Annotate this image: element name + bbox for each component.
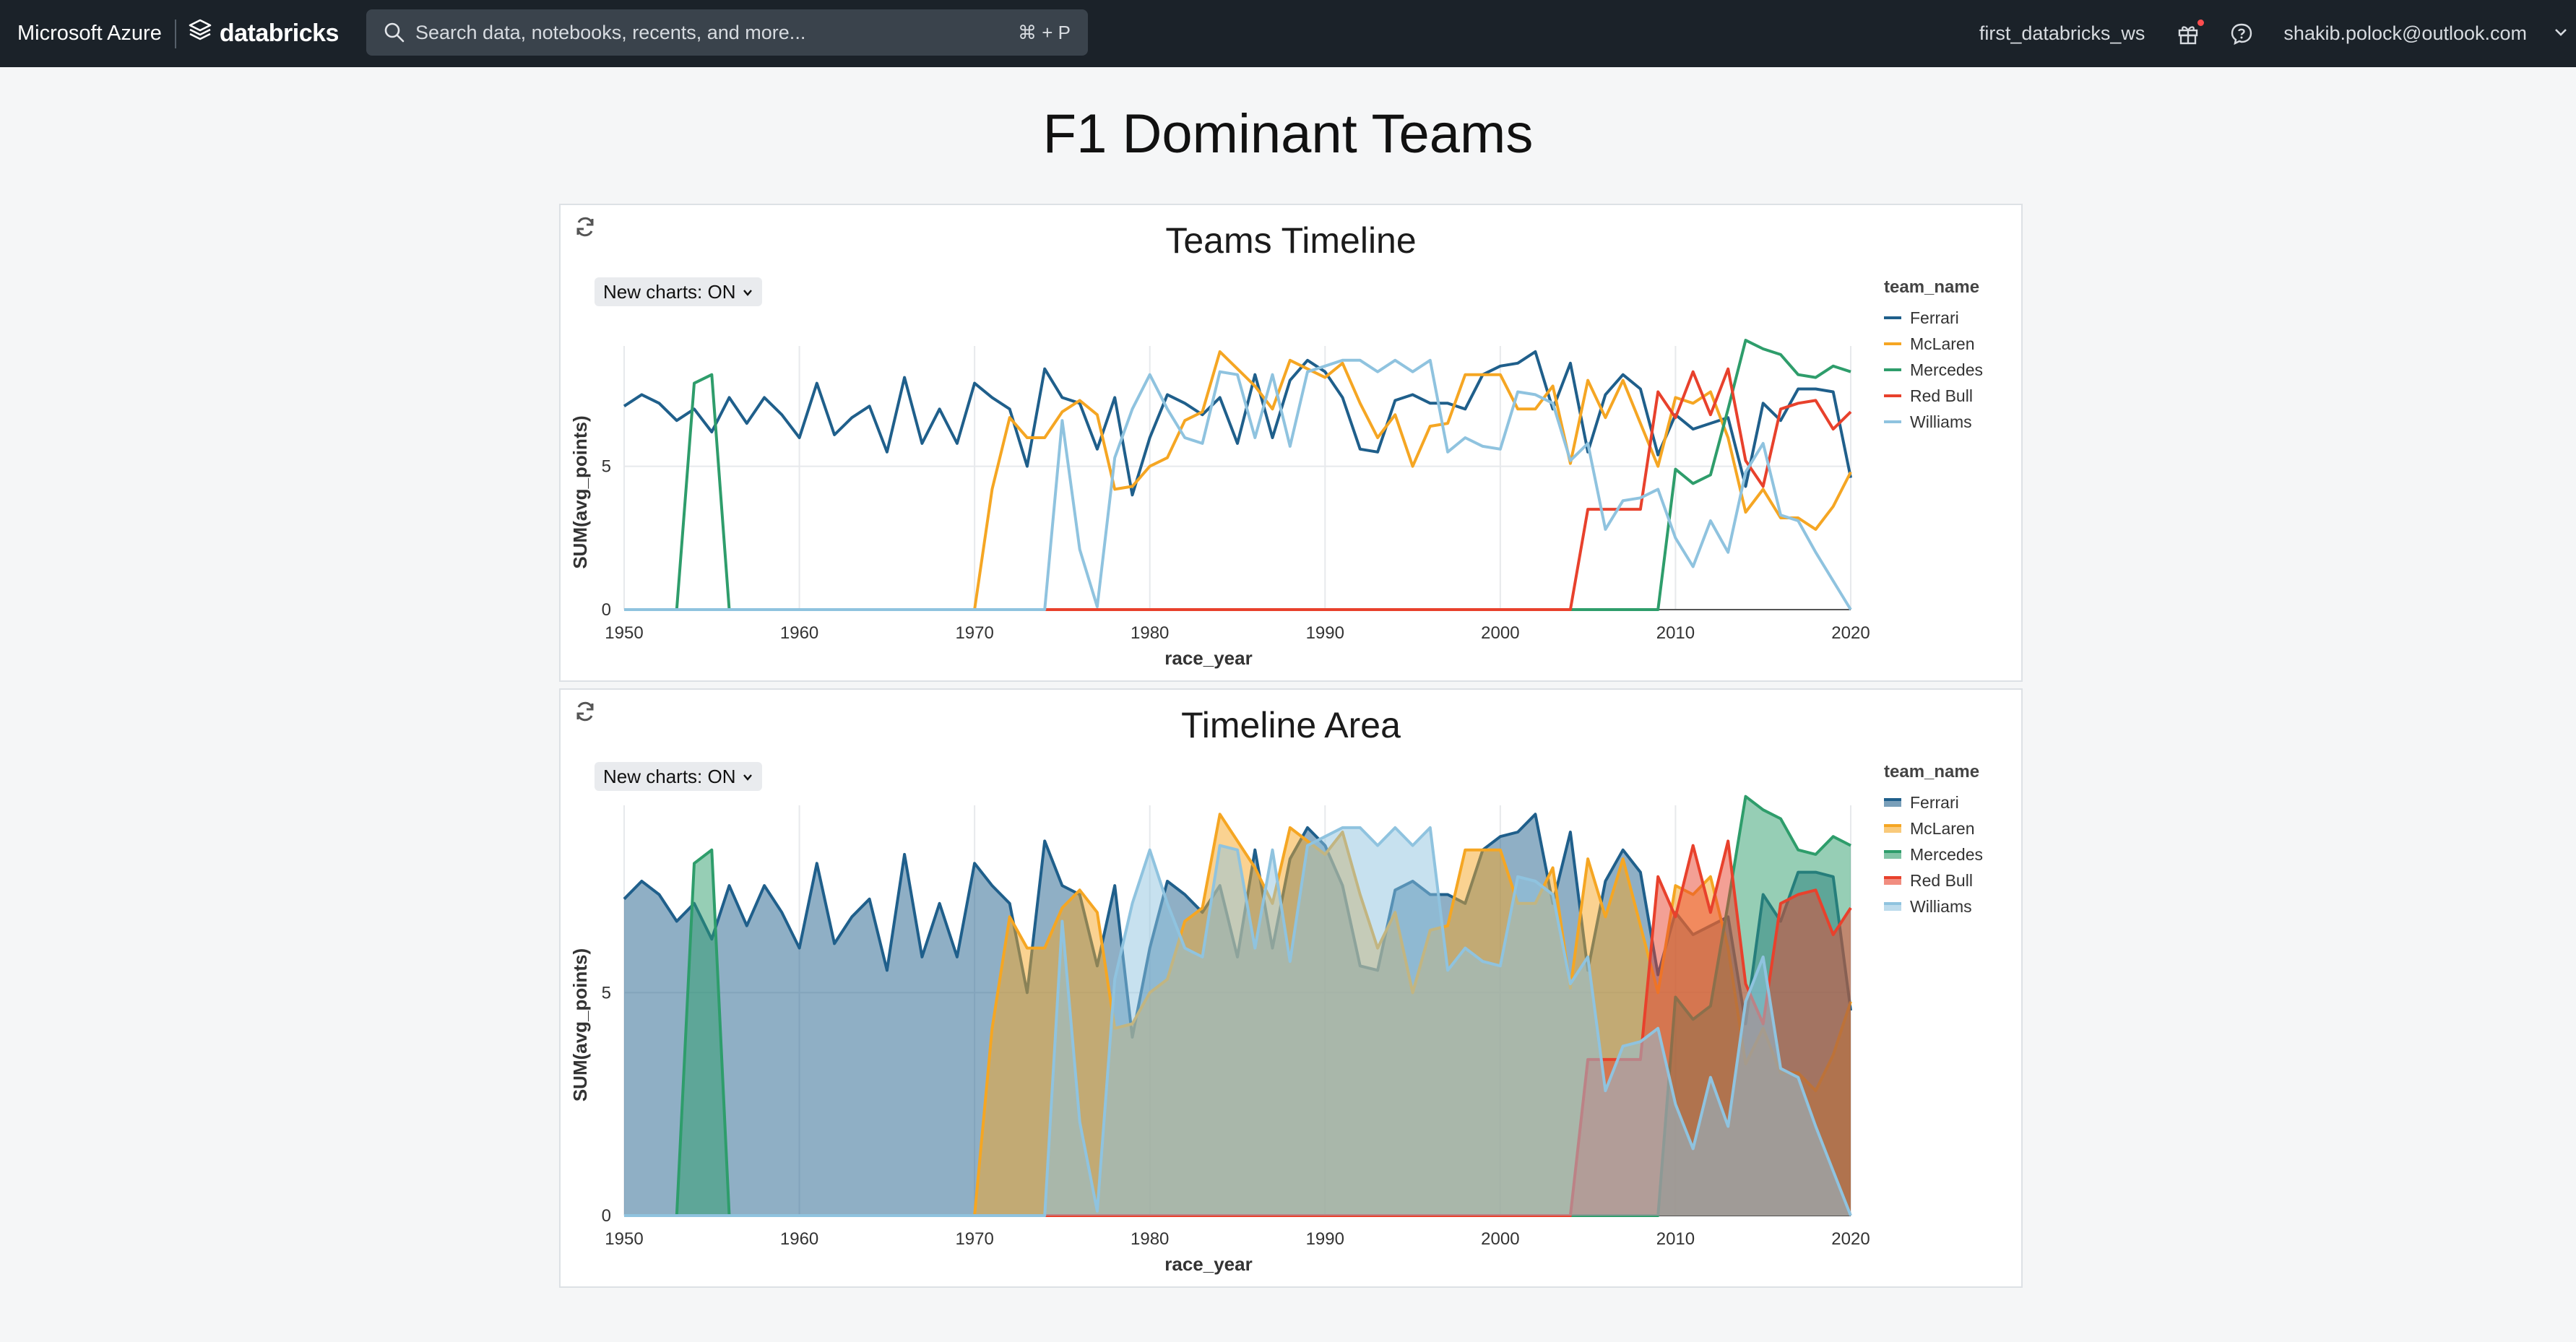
brand-divider [174,19,176,48]
y-tick-label: 0 [602,600,611,620]
chevron-down-icon [742,766,753,788]
chart-title: Timeline Area [1181,705,1401,745]
area-williams [624,827,1851,1216]
chart-legend: team_name Ferrari McLaren Mercedes Red Bull… [1884,277,1983,435]
series-line-mercedes [624,339,1851,611]
global-search[interactable]: Search data, notebooks, recents, and mor… [366,9,1088,56]
series-line-ferrari [623,350,1852,497]
legend-item-red-bull[interactable]: Red Bull [1884,867,1983,893]
legend-label: McLaren [1910,818,1975,838]
x-tick-label: 1970 [955,1229,993,1249]
legend-item-mclaren[interactable]: McLaren [1884,815,1983,841]
x-tick-label: 1980 [1131,623,1169,643]
new-charts-toggle[interactable]: New charts: ON [595,277,762,306]
chart-widget-teams-timeline: 1950 1960 1970 1980 1990 2000 2010 2020 0 5 race_y… [559,204,2023,682]
product-name: databricks [219,20,340,47]
legend-label: Mercedes [1910,844,1983,864]
legend-swatch [1884,394,1901,397]
x-tick-label: 1960 [780,623,818,643]
legend-item-williams[interactable]: Williams [1884,893,1983,919]
legend-title: team_name [1884,762,1980,782]
y-tick-label: 5 [602,457,611,477]
x-tick-label: 1990 [1306,623,1344,643]
legend-swatch [1884,368,1901,371]
x-tick-label: 1950 [605,623,643,643]
legend-label: McLaren [1910,334,1975,353]
y-axis-label: SUM(avg_points) [569,948,591,1101]
legend-item-mclaren[interactable]: McLaren [1884,331,1983,357]
new-charts-toggle[interactable]: New charts: ON [595,762,762,791]
x-tick-label: 1960 [780,1229,818,1249]
legend-item-red-bull[interactable]: Red Bull [1884,383,1983,409]
legend-item-mercedes[interactable]: Mercedes [1884,357,1983,383]
series-line-mclaren [624,350,1852,611]
x-tick-label: 2010 [1656,623,1695,643]
legend-swatch [1884,798,1901,807]
legend-swatch [1884,420,1901,423]
chevron-down-icon[interactable] [2553,22,2569,45]
brand: Microsoft Azure databricks [17,0,339,67]
x-tick-label: 1980 [1131,1229,1169,1249]
x-tick-label: 2010 [1656,1229,1695,1249]
x-tick-label: 1990 [1306,1229,1344,1249]
line-chart: 1950 1960 1970 1980 1990 2000 2010 2020 0 5 race_y… [569,339,1870,669]
series-line-williams [624,826,1852,1217]
top-bar: Microsoft Azure databricks Search data, … [0,0,2576,67]
legend-label: Mercedes [1910,360,1983,379]
legend-item-ferrari[interactable]: Ferrari [1884,305,1983,331]
legend-label: Ferrari [1910,308,1959,327]
cloud-name: Microsoft Azure [17,22,162,45]
legend-swatch [1884,342,1901,345]
y-tick-label: 5 [602,983,611,1003]
chart-widget-timeline-area: 1950 1960 1970 1980 1990 2000 2010 2020 0 5 race_y… [559,688,2023,1288]
legend-swatch [1884,316,1901,319]
y-axis-label: SUM(avg_points) [569,415,591,568]
dashboard-title: F1 Dominant Teams [1042,103,1534,165]
notification-dot [2197,19,2205,26]
top-right-menu: first_databricks_ws shakib.polock@outloo… [1979,0,2576,67]
x-tick-label: 2020 [1831,1229,1870,1249]
chart-title: Teams Timeline [1165,220,1417,261]
legend-item-ferrari[interactable]: Ferrari [1884,789,1983,815]
legend-swatch [1884,850,1901,859]
area-chart: 1950 1960 1970 1980 1990 2000 2010 2020 0 5 race_y… [569,795,1870,1275]
legend-swatch [1884,824,1901,833]
legend-label: Williams [1910,412,1972,431]
search-shortcut: ⌘ + P [1018,21,1071,43]
y-tick-label: 0 [602,1206,611,1226]
x-tick-label: 2020 [1831,623,1870,643]
legend-label: Ferrari [1910,792,1959,812]
user-menu[interactable]: shakib.polock@outlook.com [2283,22,2527,44]
legend-swatch [1884,876,1901,885]
x-tick-label: 1970 [955,623,993,643]
x-tick-label: 1950 [605,1229,643,1249]
x-tick-label: 2000 [1481,1229,1519,1249]
toggle-label: New charts: ON [603,280,736,303]
toggle-label: New charts: ON [603,765,736,787]
legend-title: team_name [1884,277,1980,297]
legend-label: Williams [1910,896,1972,916]
chart-legend: team_name Ferrari McLaren Mercedes Red Bull… [1884,762,1983,919]
stack-logo-icon [188,18,212,49]
legend-item-mercedes[interactable]: Mercedes [1884,841,1983,867]
x-tick-label: 2000 [1481,623,1519,643]
legend-item-williams[interactable]: Williams [1884,409,1983,435]
search-icon [384,22,405,43]
refresh-icon[interactable] [574,700,597,723]
databricks-logo[interactable]: databricks [188,18,339,49]
x-axis-label: race_year [1164,647,1252,669]
legend-swatch [1884,902,1901,911]
series-line-red-bull [624,367,1852,611]
chevron-down-icon [742,281,753,303]
workspace-switcher[interactable]: first_databricks_ws [1979,22,2145,44]
legend-label: Red Bull [1910,870,1973,890]
help-chat-icon[interactable] [2230,22,2253,46]
series-line-williams [624,358,1852,611]
refresh-icon[interactable] [574,215,597,238]
gift-icon[interactable] [2177,19,2205,46]
x-axis-label: race_year [1164,1253,1252,1275]
search-placeholder: Search data, notebooks, recents, and mor… [415,21,806,43]
legend-label: Red Bull [1910,386,1973,405]
